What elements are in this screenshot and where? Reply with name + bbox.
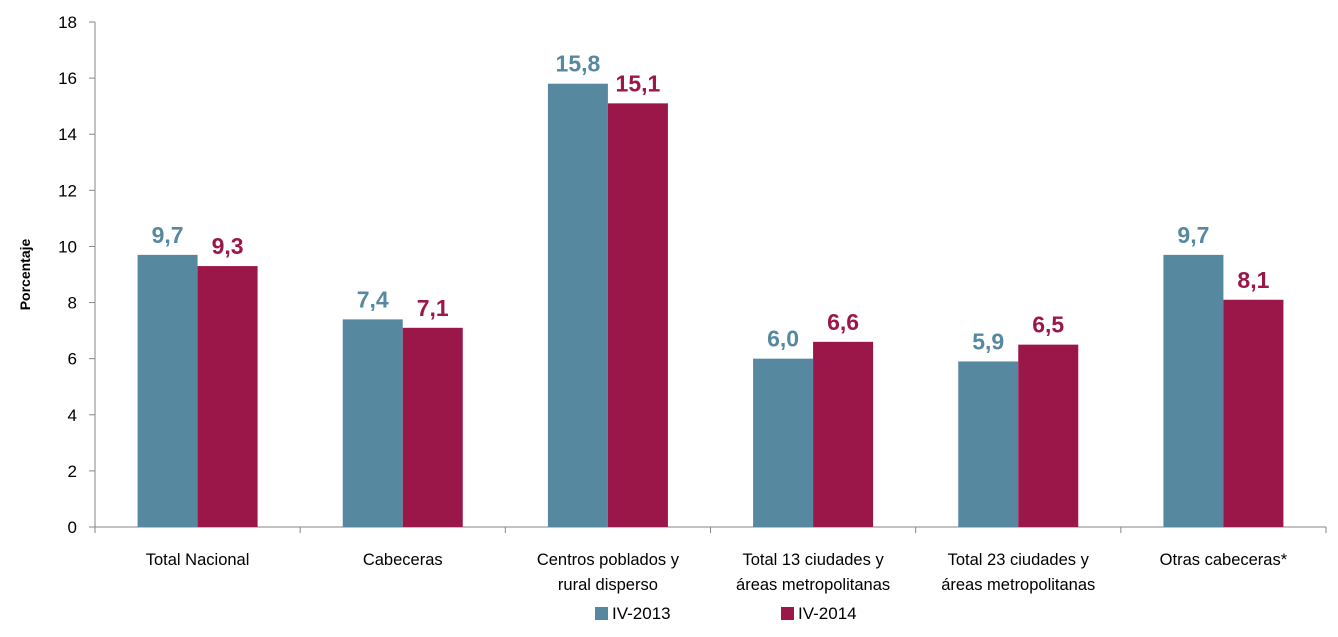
bar — [753, 358, 814, 527]
data-label: 15,1 — [616, 70, 661, 96]
y-tick-label: 0 — [68, 518, 77, 537]
bar — [547, 83, 608, 527]
legend: IV-2013 IV-2014 — [595, 604, 857, 623]
y-tick-label: 6 — [68, 350, 77, 369]
data-label: 7,4 — [357, 286, 389, 312]
legend-label: IV-2013 — [612, 604, 671, 623]
y-tick-label: 12 — [58, 181, 77, 200]
axes: 0 2 4 6 8 10 12 14 16 18 Porcentaje Total Nacional C… — [17, 13, 1327, 594]
data-label: 15,8 — [556, 51, 601, 77]
x-category-label: Total 23 ciudades y — [948, 551, 1090, 569]
bar — [342, 319, 403, 527]
y-axis-title: Porcentaje — [17, 238, 33, 310]
bar — [813, 341, 874, 527]
x-category-label: Otras cabeceras* — [1160, 551, 1288, 569]
data-label: 7,1 — [417, 295, 449, 321]
legend-swatch — [781, 607, 794, 620]
x-category-label: Total Nacional — [146, 551, 250, 569]
x-category-label: Centros poblados y — [537, 551, 680, 569]
bar — [197, 266, 258, 527]
data-label: 9,7 — [152, 222, 184, 248]
y-tick-label: 4 — [68, 406, 77, 425]
bars — [137, 83, 1284, 527]
y-tick-label: 16 — [58, 69, 77, 88]
data-label: 6,6 — [827, 309, 859, 335]
bar — [1163, 254, 1224, 527]
data-label: 6,0 — [767, 326, 799, 352]
x-category-label: áreas metropolitanas — [736, 576, 890, 594]
bar — [1223, 299, 1284, 527]
x-category-label: rural disperso — [558, 576, 658, 594]
x-category-label: Cabeceras — [363, 551, 443, 569]
bar — [607, 103, 668, 527]
data-label: 8,1 — [1237, 267, 1269, 293]
data-label: 9,7 — [1177, 222, 1209, 248]
data-label: 5,9 — [972, 328, 1004, 354]
x-category-label: áreas metropolitanas — [941, 576, 1095, 594]
y-tick-label: 18 — [58, 13, 77, 32]
bar — [137, 254, 198, 527]
x-category-label: Total 13 ciudades y — [742, 551, 884, 569]
bar — [958, 361, 1019, 527]
y-tick-label: 2 — [68, 462, 77, 481]
data-labels: 9,7 7,4 15,8 6,0 5,9 9,7 9,3 7,1 15,1 6,6 6,5 8,1 — [152, 51, 1270, 355]
data-label: 9,3 — [212, 233, 244, 259]
legend-swatch — [595, 607, 608, 620]
y-tick-label: 8 — [68, 294, 77, 313]
y-tick-label: 14 — [58, 125, 77, 144]
data-label: 6,5 — [1032, 312, 1064, 338]
y-tick-label: 10 — [58, 237, 77, 256]
legend-label: IV-2014 — [798, 604, 857, 623]
bar — [1018, 344, 1079, 527]
bar — [402, 327, 463, 527]
